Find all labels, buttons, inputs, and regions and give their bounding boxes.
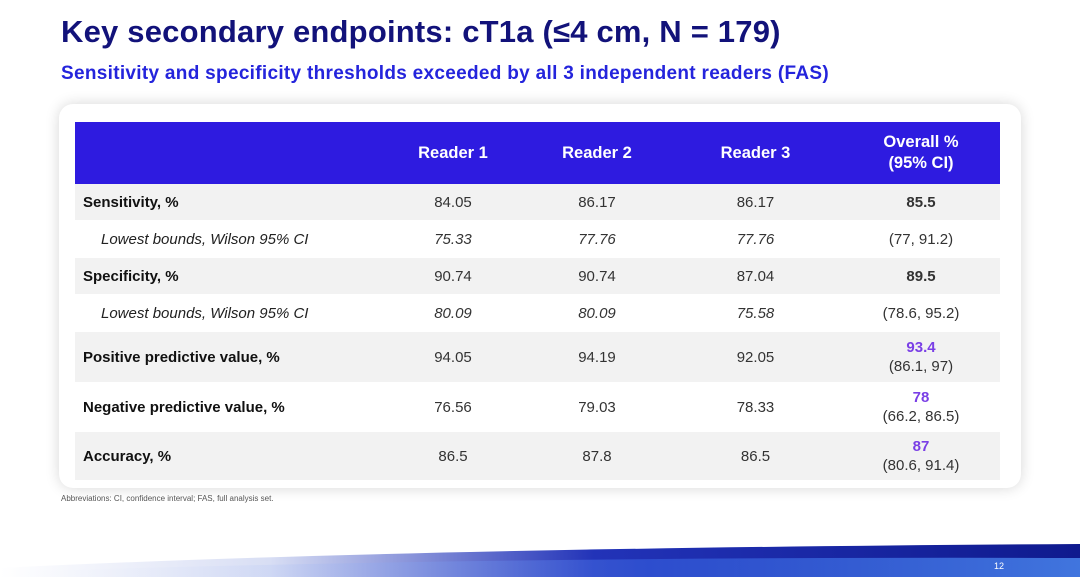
overall-ci: (86.1, 97): [888, 358, 954, 375]
header-blank-cell: [75, 122, 381, 184]
overall-value: 78: [912, 389, 930, 406]
reader-2-value: 79.03: [578, 398, 616, 416]
row-label: Specificity, %: [75, 258, 381, 294]
row-label: Negative predictive value, %: [83, 398, 285, 416]
table-row-specificity-ci: Lowest bounds, Wilson 95% CI 80.09 80.09…: [75, 294, 1000, 332]
table-row-sensitivity: Sensitivity, % 84.05 86.17 86.17 85.5: [75, 184, 1000, 220]
table-row-ppv: Positive predictive value, % 94.05 94.19…: [75, 332, 1000, 382]
header-overall: Overall % (95% CI): [842, 122, 1000, 184]
overall-ci: (77, 91.2): [888, 230, 954, 248]
reader-1-value: 76.56: [434, 398, 472, 416]
reader-1-value: 90.74: [381, 258, 525, 294]
reader-1-value: 80.09: [434, 304, 472, 322]
overall-cell: 78 (66.2, 86.5): [842, 382, 1000, 432]
header-overall-line1: Overall %: [883, 133, 959, 151]
table-row-npv: Negative predictive value, % 76.56 79.03…: [75, 382, 1000, 432]
reader-3-value: 86.17: [669, 184, 842, 220]
page-number: 12: [994, 561, 1005, 571]
table-row-specificity: Specificity, % 90.74 90.74 87.04 89.5: [75, 258, 1000, 294]
reader-3-value: 92.05: [669, 332, 842, 382]
header-reader-3: Reader 3: [669, 122, 842, 184]
header-reader-1: Reader 1: [381, 122, 525, 184]
overall-ci: (80.6, 91.4): [882, 457, 960, 474]
reader-3-value: 77.76: [736, 230, 775, 248]
reader-2-value: 77.76: [578, 230, 616, 248]
reader-1-value: 86.5: [381, 432, 525, 480]
row-label: Lowest bounds, Wilson 95% CI: [101, 304, 309, 322]
overall-value: 87: [912, 438, 930, 455]
reader-1-value: 75.33: [434, 230, 472, 248]
reader-2-value: 87.8: [525, 432, 669, 480]
slide-title: Key secondary endpoints: cT1a (≤4 cm, N …: [61, 14, 781, 49]
results-table: Reader 1 Reader 2 Reader 3 Overall % (95…: [75, 122, 1000, 480]
row-label: Accuracy, %: [75, 432, 381, 480]
overall-value: 93.4: [906, 339, 936, 356]
reader-2-value: 86.17: [525, 184, 669, 220]
reader-1-value: 94.05: [381, 332, 525, 382]
footnote: Abbreviations: CI, confidence interval; …: [61, 494, 274, 503]
reader-2-value: 90.74: [525, 258, 669, 294]
overall-value: 89.5: [842, 258, 1000, 294]
footer-wave-band: [0, 544, 1080, 577]
reader-3-value: 87.04: [669, 258, 842, 294]
reader-3-value: 75.58: [736, 304, 775, 322]
overall-ci: (78.6, 95.2): [882, 304, 960, 322]
reader-2-value: 80.09: [578, 304, 616, 322]
table-header-row: Reader 1 Reader 2 Reader 3 Overall % (95…: [75, 122, 1000, 184]
table-row-sensitivity-ci: Lowest bounds, Wilson 95% CI 75.33 77.76…: [75, 220, 1000, 258]
reader-3-value: 78.33: [736, 398, 775, 416]
reader-3-value: 86.5: [669, 432, 842, 480]
table-row-accuracy: Accuracy, % 86.5 87.8 86.5 87 (80.6, 91.…: [75, 432, 1000, 480]
row-label: Positive predictive value, %: [75, 332, 381, 382]
overall-cell: 87 (80.6, 91.4): [842, 432, 1000, 480]
header-reader-2: Reader 2: [525, 122, 669, 184]
reader-1-value: 84.05: [381, 184, 525, 220]
overall-ci: (66.2, 86.5): [882, 408, 960, 425]
header-overall-line2: (95% CI): [888, 154, 954, 172]
overall-value: 85.5: [842, 184, 1000, 220]
reader-2-value: 94.19: [525, 332, 669, 382]
slide-subtitle: Sensitivity and specificity thresholds e…: [61, 63, 829, 84]
row-label: Sensitivity, %: [75, 184, 381, 220]
overall-cell: 93.4 (86.1, 97): [842, 332, 1000, 382]
row-label: Lowest bounds, Wilson 95% CI: [101, 230, 309, 248]
